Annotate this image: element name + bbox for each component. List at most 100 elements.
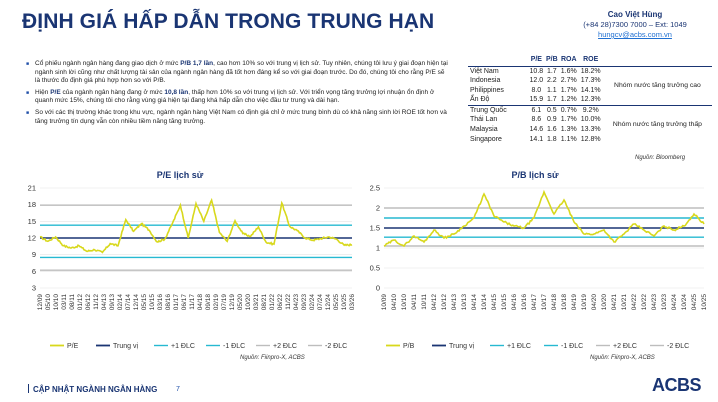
value-cell: 8.6 xyxy=(531,116,542,124)
x-tick-label: 04/21 xyxy=(611,294,618,311)
x-tick-label: 02/24 xyxy=(309,294,316,311)
x-tick-label: 04/25 xyxy=(691,294,698,311)
x-tick-label: 04/18 xyxy=(551,294,558,311)
x-tick-label: 04/18 xyxy=(197,294,204,311)
country-cell: Philippines xyxy=(470,86,504,94)
country-cell: Trung Quốc xyxy=(468,104,528,116)
page-title: ĐỊNH GIÁ HẤP DẪN TRONG TRUNG HẠN xyxy=(22,10,435,33)
x-tick-label: 04/19 xyxy=(571,294,578,311)
value-cell: 2.2 xyxy=(546,77,557,85)
value-cell: 6.1 xyxy=(528,104,545,116)
x-tick-label: 04/16 xyxy=(511,294,518,311)
x-tick-label: 10/12 xyxy=(441,294,448,311)
country-cell: Ấn Độ xyxy=(470,96,490,104)
page-number: 7 xyxy=(176,386,180,393)
pe-chart-source: Nguồn: Fiinpro-X, ACBS xyxy=(240,355,305,361)
x-tick-label: 10/20 xyxy=(245,294,252,311)
country-cell: Indonesia xyxy=(470,77,501,85)
x-tick-label: 10/10 xyxy=(53,294,60,311)
table-header: P/B xyxy=(544,55,559,67)
x-tick-label: 12/19 xyxy=(229,294,236,311)
value-cell: 9.2% xyxy=(578,104,603,116)
legend-label: -1 ĐLC xyxy=(561,343,583,350)
pe-chart-title: P/E lịch sử xyxy=(156,170,204,180)
x-tick-label: 05/10 xyxy=(45,294,52,311)
x-tick-label: 06/17 xyxy=(181,294,188,311)
value-cell: 12.8% xyxy=(580,135,601,143)
x-tick-label: 05/25 xyxy=(333,294,340,311)
legend-label: P/B xyxy=(403,343,415,350)
value-cell: 1.7 xyxy=(546,67,557,75)
x-tick-label: 08/16 xyxy=(165,294,172,311)
x-tick-label: 10/20 xyxy=(601,294,608,311)
x-tick-label: 04/13 xyxy=(451,294,458,311)
legend-label: -2 ĐLC xyxy=(325,343,347,350)
value-cell: 1.8 xyxy=(546,135,557,143)
x-tick-label: 03/11 xyxy=(61,294,68,310)
x-tick-label: 09/18 xyxy=(205,294,212,311)
author-name: Cao Việt Hùng xyxy=(607,10,663,19)
author-email[interactable]: hungcv@acbs.com.vn xyxy=(598,30,672,39)
x-tick-label: 04/23 xyxy=(651,294,658,311)
value-cell: 13.3% xyxy=(580,126,601,134)
value-cell: 1.1% xyxy=(560,135,577,143)
x-tick-label: 04/17 xyxy=(531,294,538,311)
author-block: Cao Việt Hùng (+84 28)7300 7000 – Ext: 1… xyxy=(560,10,710,40)
legend-label: -2 ĐLC xyxy=(667,343,689,350)
x-tick-label: 07/14 xyxy=(125,294,132,311)
x-tick-label: 01/17 xyxy=(173,294,180,311)
value-cell: 15.9 xyxy=(529,96,544,104)
pb-chart: 00.511.522.510/09 04/10 10/10 04/11 10/11 04/… xyxy=(370,184,708,351)
bullet-item: Hiện P/E của ngành ngân hàng đang ở mức … xyxy=(26,89,451,106)
x-tick-label: 12/24 xyxy=(325,294,332,311)
x-tick-label: 08/11 xyxy=(69,294,76,310)
group-label: Nhóm nước tăng trưởng cao xyxy=(614,81,701,89)
y-tick-label: 2 xyxy=(376,204,380,213)
x-tick-label: 10/25 xyxy=(341,294,348,311)
value-cell: 14.6 xyxy=(529,126,544,134)
x-tick-label: 10/15 xyxy=(501,294,508,311)
x-tick-label: 01/12 xyxy=(77,294,84,311)
x-tick-label: 10/15 xyxy=(149,294,156,311)
table-header: ROA xyxy=(558,55,579,67)
x-tick-label: 07/19 xyxy=(221,294,228,311)
value-cell: 1.1 xyxy=(546,86,557,94)
table-row: Việt Nam 10.8 1.7 1.6% 18.2% Nhóm nước tăng t… xyxy=(468,66,712,89)
table-header xyxy=(602,55,712,67)
x-tick-label: 04/12 xyxy=(431,294,438,311)
x-tick-label: 10/09 xyxy=(381,294,388,311)
pb-chart-source: Nguồn: Fiinpro-X, ACBS xyxy=(590,355,655,361)
x-tick-label: 10/18 xyxy=(561,294,568,311)
x-tick-label: 10/11 xyxy=(421,294,428,310)
x-tick-label: 03/16 xyxy=(157,294,164,311)
y-tick-label: 1.5 xyxy=(370,224,380,233)
x-tick-label: 10/16 xyxy=(521,294,528,311)
value-cell: 10.8 xyxy=(529,67,544,75)
y-tick-label: 6 xyxy=(32,267,36,276)
series-line xyxy=(39,197,353,254)
country-cell: Thái Lan xyxy=(470,116,498,124)
x-tick-label: 10/13 xyxy=(461,294,468,311)
legend-label: +2 ĐLC xyxy=(273,343,297,350)
value-cell: 1.2% xyxy=(560,96,577,104)
x-tick-label: 10/24 xyxy=(681,294,688,311)
table-row: Malaysia 14.6 1.6 1.3% 13.3% xyxy=(468,125,712,135)
x-tick-label: 11/22 xyxy=(285,294,292,310)
table-header: ROE xyxy=(578,55,603,67)
table-row: Trung Quốc 6.1 0.5 0.7% 9.2% Nhóm nước tăng t… xyxy=(468,104,712,145)
x-tick-label: 04/15 xyxy=(491,294,498,311)
x-tick-label: 10/21 xyxy=(621,294,628,311)
x-tick-label: 05/20 xyxy=(237,294,244,311)
bullet-list: Cổ phiếu ngành ngân hàng đang giao dịch … xyxy=(26,60,451,129)
table-row: Indonesia 12.0 2.2 2.7% 17.3% xyxy=(468,76,712,86)
x-tick-label: 06/22 xyxy=(277,294,284,311)
table-row: Singapore 14.1 1.8 1.1% 12.8% xyxy=(468,135,712,145)
legend-label: +1 ĐLC xyxy=(171,343,195,350)
y-tick-label: 15 xyxy=(28,217,36,226)
x-tick-label: 12/14 xyxy=(133,294,140,311)
value-cell: 0.7% xyxy=(558,104,579,116)
x-tick-label: 04/23 xyxy=(293,294,300,311)
x-tick-label: 12/09 xyxy=(37,294,44,311)
x-tick-label: 05/15 xyxy=(141,294,148,311)
